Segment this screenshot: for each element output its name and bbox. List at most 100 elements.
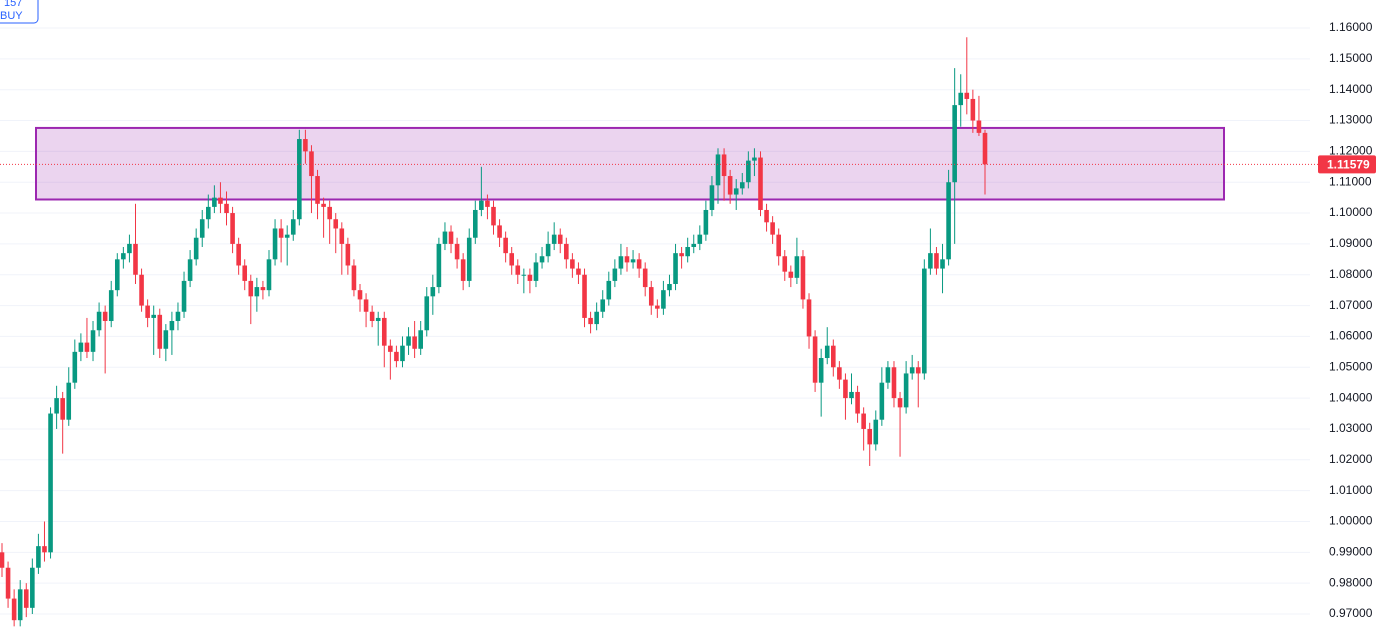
candle-body (891, 367, 897, 399)
candle-body (151, 314, 156, 318)
y-tick-label: 1.06000 (1329, 329, 1373, 343)
candle-body (30, 567, 35, 608)
candle-body (818, 358, 824, 383)
candle-body (430, 287, 436, 297)
candle-body (224, 203, 229, 214)
candle-body (175, 311, 181, 322)
candle-body (418, 330, 423, 349)
candle-body (163, 330, 169, 349)
candle-body (800, 256, 806, 300)
candle-body (982, 132, 988, 165)
candle-body (400, 345, 405, 362)
candle-body (381, 317, 387, 346)
candle-body (697, 234, 703, 244)
candle-body (460, 259, 466, 281)
candle-body (612, 268, 618, 281)
candle-body (855, 391, 860, 414)
order-tag[interactable] (0, 0, 39, 24)
candle-body (849, 391, 854, 399)
candle-body (36, 546, 41, 568)
candles (0, 37, 1318, 627)
candle-body (48, 413, 53, 553)
candle-body (715, 154, 721, 186)
candle-body (0, 552, 5, 568)
candle-body (503, 237, 508, 254)
candle-body (472, 209, 478, 238)
candle-body (721, 154, 727, 177)
candle-body (515, 265, 521, 275)
candle-body (897, 398, 903, 408)
candle-body (618, 256, 624, 269)
candle-body (442, 231, 448, 244)
candle-body (582, 274, 587, 318)
y-tick-label: 0.97000 (1329, 606, 1373, 620)
candle-body (557, 234, 563, 244)
candle-body (436, 243, 442, 288)
candle-body (879, 382, 885, 420)
candle-body (733, 188, 739, 195)
candle-body (636, 259, 642, 269)
candle-body (812, 336, 818, 383)
zone-layer (35, 126, 1225, 201)
last-price-label: 1.11579 (1327, 158, 1370, 172)
candle-body (958, 92, 964, 106)
candle-body (266, 259, 272, 291)
candle-body (903, 373, 909, 408)
candle-body (96, 311, 102, 331)
candle-body (758, 157, 763, 210)
candle-body (375, 317, 381, 322)
candle-body (970, 98, 976, 121)
candle-body (5, 567, 11, 599)
candle-body (946, 182, 951, 260)
candle-body (867, 428, 873, 445)
candle-body (691, 243, 697, 247)
candle-body (624, 256, 630, 263)
candle-body (212, 197, 217, 207)
candle-body (448, 231, 454, 244)
y-tick-label: 1.10000 (1329, 205, 1373, 219)
candle-body (351, 265, 357, 291)
candle-body (11, 598, 17, 621)
candle-body (861, 413, 866, 429)
candle-body (236, 243, 241, 266)
candle-body (424, 296, 430, 331)
candle-body (394, 351, 399, 362)
candle-body (187, 259, 193, 281)
candle-body (667, 283, 672, 291)
y-tick-label: 1.16000 (1329, 20, 1373, 34)
candle-body (102, 311, 108, 322)
candle-body (406, 336, 411, 346)
candle-body (466, 237, 472, 281)
candle-body (843, 379, 848, 399)
candle-body (17, 589, 23, 621)
candle-body (42, 546, 47, 553)
price-axis: 0.97000 0.98000 0.99000 1.00000 1.01000 1.020… (1318, 20, 1376, 620)
y-tick-label: 1.00000 (1329, 514, 1373, 528)
candle-body (345, 243, 351, 266)
candle-body (479, 200, 484, 210)
candle-body (952, 105, 957, 183)
candle-body (157, 314, 163, 349)
candle-body (327, 206, 332, 220)
candle-body (84, 342, 90, 352)
candle-body (648, 287, 654, 306)
candle-body (54, 398, 59, 414)
candle-body (655, 305, 660, 309)
y-tick-label: 1.08000 (1329, 267, 1373, 281)
candle-body (928, 253, 933, 269)
candle-body (127, 243, 132, 254)
candle-body (90, 330, 96, 352)
candle-body (363, 299, 369, 312)
y-tick-label: 1.02000 (1329, 452, 1373, 466)
candle-body (485, 200, 490, 207)
candle-body (564, 243, 569, 260)
candle-body (588, 317, 593, 325)
candle-body (357, 290, 363, 300)
candle-body (108, 290, 114, 322)
y-tick-label: 1.01000 (1329, 483, 1373, 497)
candle-body (752, 157, 757, 161)
candle-body (594, 311, 599, 325)
candle-body (290, 219, 296, 235)
